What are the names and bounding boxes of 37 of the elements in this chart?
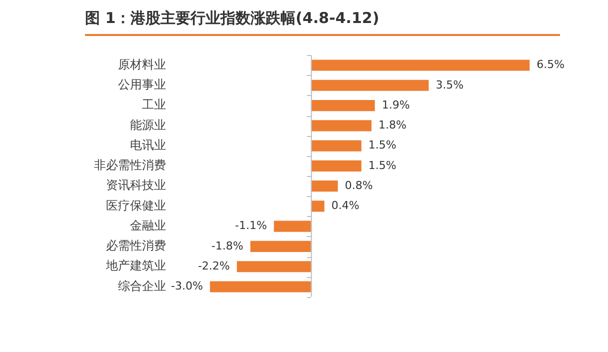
y-tick-label: 医疗保健业 — [106, 198, 166, 212]
y-tick-label: 必需性消费 — [106, 238, 166, 253]
bar — [310, 80, 429, 91]
bar — [310, 140, 362, 152]
y-tick-label: 电讯业 — [130, 138, 166, 152]
data-label: 0.4% — [331, 199, 360, 212]
data-label: -2.2% — [198, 259, 230, 272]
y-tick-label: 能源业 — [130, 118, 166, 132]
bar — [250, 240, 311, 252]
data-label: 1.5% — [368, 158, 396, 172]
bar — [310, 200, 324, 212]
y-tick-label: 资讯科技业 — [106, 178, 166, 192]
bar — [210, 281, 311, 292]
data-label: -3.0% — [171, 280, 203, 293]
data-label: -1.1% — [234, 219, 267, 232]
bar — [274, 220, 311, 232]
data-label: 0.8% — [344, 178, 373, 192]
bar — [310, 100, 375, 112]
y-tick-label: 公用事业 — [118, 78, 166, 92]
y-tick-label: 金融业 — [130, 218, 166, 232]
data-label: 6.5% — [536, 58, 565, 72]
data-label: -1.8% — [211, 239, 244, 252]
y-tick-label: 工业 — [142, 98, 166, 112]
y-tick-label: 地产建筑业 — [105, 258, 166, 273]
data-label: 1.8% — [378, 118, 406, 132]
data-label: 3.5% — [436, 78, 464, 92]
bar — [310, 180, 338, 192]
y-tick-label: 非必需性消费 — [94, 158, 166, 172]
bar — [236, 261, 311, 272]
data-label: 1.9% — [382, 98, 410, 112]
y-tick-label: 综合企业 — [118, 278, 166, 293]
data-label: 1.5% — [368, 138, 396, 152]
bar — [310, 60, 530, 71]
y-tick-label: 原材料业 — [118, 57, 166, 72]
chart-title: 图 1：港股主要行业指数涨跌幅(4.8-4.12) — [85, 9, 560, 36]
bar — [310, 160, 362, 172]
bar — [310, 120, 372, 132]
